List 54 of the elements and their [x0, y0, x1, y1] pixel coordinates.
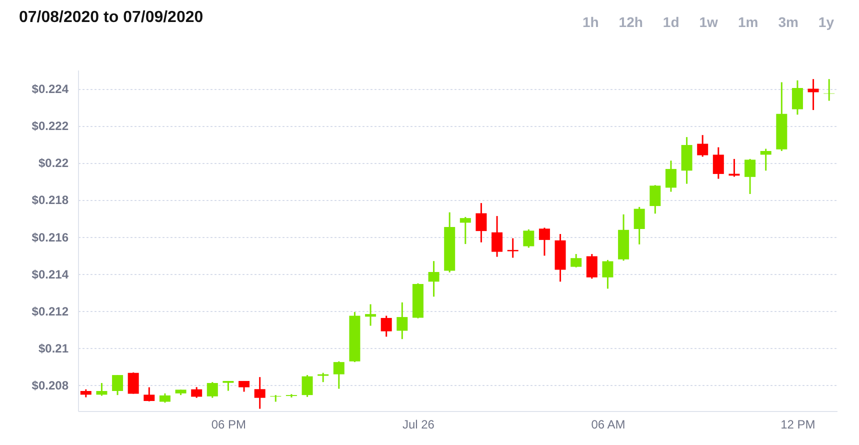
candlestick: [302, 374, 313, 398]
text: 1h: [581, 13, 600, 32]
candlestick: [538, 226, 550, 256]
candlestick: [570, 253, 582, 268]
candlestick: [96, 382, 108, 397]
candlestick: [112, 374, 124, 396]
chart-title: 07/08/2020 to 07/09/2020: [19, 9, 204, 27]
y-tick-label: $0.216: [32, 230, 69, 244]
y-tick-label: $0.21: [38, 341, 69, 356]
text: 1m: [736, 13, 760, 32]
candlestick: [333, 360, 344, 390]
candlestick: [144, 386, 155, 402]
candlestick: [396, 302, 408, 340]
y-tick-label: $0.212: [32, 304, 69, 318]
y-tick-label: $0.224: [32, 82, 69, 96]
candlestick: [476, 202, 487, 244]
candlestick: [270, 394, 282, 402]
y-tick-label: $0.22: [38, 156, 69, 170]
candlestick: [808, 78, 819, 111]
y-tick-label: $0.208: [32, 378, 69, 393]
candlestick: [792, 80, 803, 116]
candlestick: [602, 259, 614, 290]
x-tick-label: 06 PM: [211, 418, 246, 432]
candlestick: [365, 304, 376, 326]
candlestick: [760, 148, 772, 172]
candlestick: [254, 376, 266, 410]
candlestick: [128, 372, 139, 395]
x-tick-label: 12 PM: [780, 418, 816, 432]
candlestick: [712, 146, 724, 180]
candlestick: [586, 253, 598, 280]
candlestick: [460, 216, 471, 245]
candlestick: [744, 158, 756, 195]
candlestick: [665, 160, 676, 193]
y-tick-label: $0.218: [32, 193, 69, 208]
candlestick: [523, 228, 534, 248]
y-tick-label: $0.222: [32, 119, 69, 134]
candlestick: [697, 134, 708, 158]
candlestick: [380, 314, 392, 338]
candlestick: [318, 372, 329, 383]
candlestick: [159, 392, 170, 404]
candlestick: [492, 215, 503, 258]
candlestick: [650, 184, 661, 214]
text: 3m: [777, 13, 800, 32]
text: 1y: [817, 13, 835, 32]
text: 12h: [618, 13, 644, 32]
text: 1w: [698, 13, 719, 32]
x-tick-label: Jul 26: [402, 418, 435, 432]
y-tick-label: $0.214: [32, 267, 69, 282]
candlestick: [428, 260, 440, 298]
candlestick: [191, 386, 202, 399]
candlestick: [206, 381, 218, 399]
candlestick: [634, 206, 645, 246]
text: 1d: [662, 13, 680, 32]
x-tick-label: 06 AM: [591, 418, 626, 432]
